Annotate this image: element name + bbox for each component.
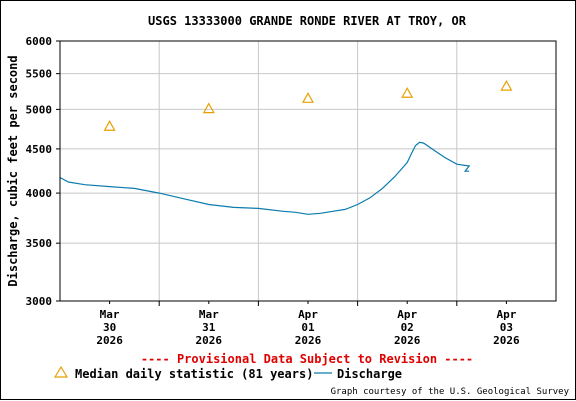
chart-title: USGS 13333000 GRANDE RONDE RIVER AT TROY…: [148, 14, 467, 28]
x-tick-labels: Mar302026Mar312026Apr012026Apr022026Apr0…: [96, 308, 520, 347]
x-tick-month: Apr: [496, 308, 516, 321]
x-tick-month: Mar: [199, 308, 219, 321]
x-tick-year: 2026: [493, 334, 520, 347]
legend-median-marker-icon: [53, 365, 69, 378]
y-tick-label: 3500: [26, 237, 53, 250]
x-tick-month: Apr: [298, 308, 318, 321]
discharge-series-line: [59, 141, 471, 215]
x-tick-year: 2026: [196, 334, 223, 347]
y-tick-label: 3000: [26, 295, 53, 308]
grid: [56, 40, 556, 306]
credit-text: Graph courtesy of the U.S. Geological Su…: [331, 387, 570, 397]
legend-median-label: Median daily statistic (81 years): [75, 367, 313, 381]
legend-discharge-label: Discharge: [337, 367, 402, 381]
y-tick-label: 4000: [26, 187, 53, 200]
provisional-notice: ---- Provisional Data Subject to Revisio…: [141, 352, 473, 366]
x-tick-day: 30: [103, 321, 116, 334]
x-tick-day: 01: [301, 321, 315, 334]
x-tick-month: Apr: [397, 308, 417, 321]
x-tick-day: 31: [202, 321, 216, 334]
median-point-marker: [103, 120, 116, 131]
y-tick-labels: 3000 3500 4000 4500 5000 5500 6000: [26, 35, 53, 308]
x-tick-year: 2026: [96, 334, 123, 347]
median-point-marker: [401, 87, 414, 98]
y-axis-label: Discharge, cubic feet per second: [6, 55, 20, 286]
x-tick-year: 2026: [394, 334, 421, 347]
median-point-marker: [202, 102, 215, 114]
legend: Median daily statistic (81 years) Discha…: [53, 365, 402, 381]
x-tick-year: 2026: [295, 334, 322, 347]
plot-border: [59, 40, 557, 302]
series-layer: [59, 79, 513, 215]
median-point-marker: [301, 92, 315, 103]
median-point-marker: [500, 79, 513, 91]
x-tick-month: Mar: [100, 308, 120, 321]
x-tick-day: 02: [401, 321, 414, 334]
y-tick-label: 5000: [26, 103, 53, 116]
y-tick-label: 4500: [26, 143, 53, 156]
x-tick-day: 03: [500, 321, 513, 334]
y-tick-label: 5500: [26, 68, 53, 81]
y-tick-label: 6000: [26, 35, 53, 48]
